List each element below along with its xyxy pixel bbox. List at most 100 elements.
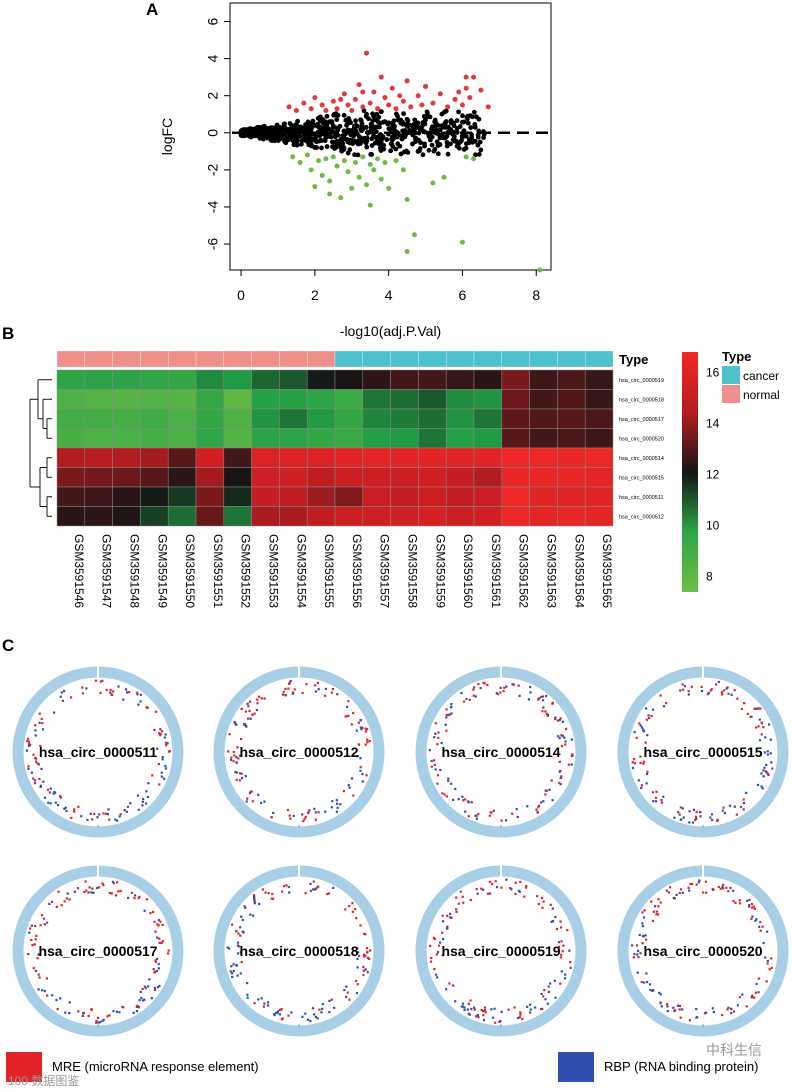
ns-point [301,137,307,143]
rbp-site [366,971,369,974]
x-tick-label: 4 [385,287,393,303]
mre-site [342,789,346,793]
heatmap-cell [195,408,225,429]
rbp-site [281,693,285,696]
heatmap-cell [251,467,280,488]
mre-site [435,953,439,956]
mre-site [559,920,562,923]
rbp-site [112,1009,115,1013]
mre-site [32,777,35,780]
heatmap-cell [390,447,419,468]
column-label: GSM3591551 [211,534,225,608]
mre-site [230,756,233,759]
mre-site [158,732,161,735]
rbp-site [246,702,249,705]
heatmap-cell [334,369,364,390]
rbp-site [631,766,635,770]
mre-site [433,967,436,971]
rbp-site [30,771,34,774]
rbp-site [666,1009,669,1013]
heatmap-cell [501,428,530,449]
mre-site [46,788,50,791]
mre-site [513,1006,516,1009]
mre-site [743,702,746,705]
rbp-site [474,814,477,817]
rbp-site [645,782,648,785]
rbp-site [681,807,684,810]
rbp-site [761,787,764,790]
mre-site [446,925,449,928]
down-point [338,195,344,201]
heatmap-cell [557,447,586,468]
mre-site [751,906,754,909]
mre-site [488,880,492,884]
rbp-site [292,814,295,817]
mre-site [161,923,164,927]
mre-site [694,815,698,818]
rbp-site [561,720,564,723]
mre-site [472,694,475,697]
ns-point [472,124,478,130]
ns-point [371,127,376,133]
mre-site [468,1013,471,1016]
rbp-site [240,915,243,918]
circos-label: hsa_circ_0000517 [38,943,157,959]
ns-point [262,127,268,133]
rbp-site [272,811,275,814]
mre-site [633,758,636,761]
rbp-site [445,988,448,991]
heatmap-cell [306,506,336,527]
down-point [341,158,347,164]
mre-site [656,913,660,916]
rbp-site [645,707,648,710]
mre-site [101,882,104,885]
rbp-site [101,1019,104,1023]
down-point [367,202,373,208]
rbp-site [34,969,37,972]
mre-site [650,714,653,718]
rbp-site [312,1013,316,1016]
rbp-site [492,809,495,812]
mre-site [355,916,358,920]
mre-site [27,740,31,743]
mre-site [537,806,540,809]
rbp-site [461,1002,465,1005]
ns-point [432,117,438,123]
rbp-site [43,989,46,993]
rbp-site [89,812,92,815]
mre-site [503,686,506,689]
rbp-site [688,821,691,824]
heatmap-cell [584,408,614,429]
heatmap-cell [195,447,225,468]
ns-point [422,141,427,147]
heatmap-cell [279,506,308,527]
circos-label: hsa_circ_0000515 [643,744,762,760]
ns-point [308,142,314,148]
x-tick-label: 6 [459,287,467,303]
legend-label-cancer: cancer [743,369,779,383]
mre-site [352,794,355,797]
ns-point [272,138,278,144]
heatmap-cell [445,506,475,527]
heatmap-cell [279,447,308,468]
ns-point [312,137,318,143]
mre-site [536,811,539,814]
rbp-site [246,993,249,996]
mre-site [441,914,444,917]
rbp-site [38,721,41,724]
up-point [382,95,388,101]
heatmap-cell [112,447,141,468]
rbp-site [560,970,563,973]
rbp-site [495,692,498,695]
rbp-site [49,787,52,790]
rbp-site [550,920,553,923]
mre-site [136,691,139,694]
heatmap-cell [279,428,308,449]
mre-site [33,943,36,946]
rbp-site [454,1000,457,1003]
heatmap-cell [390,486,419,507]
rbp-site [526,805,529,808]
rbp-site [727,692,730,695]
mre-site [750,917,753,920]
circos-label: hsa_circ_0000520 [643,943,762,959]
